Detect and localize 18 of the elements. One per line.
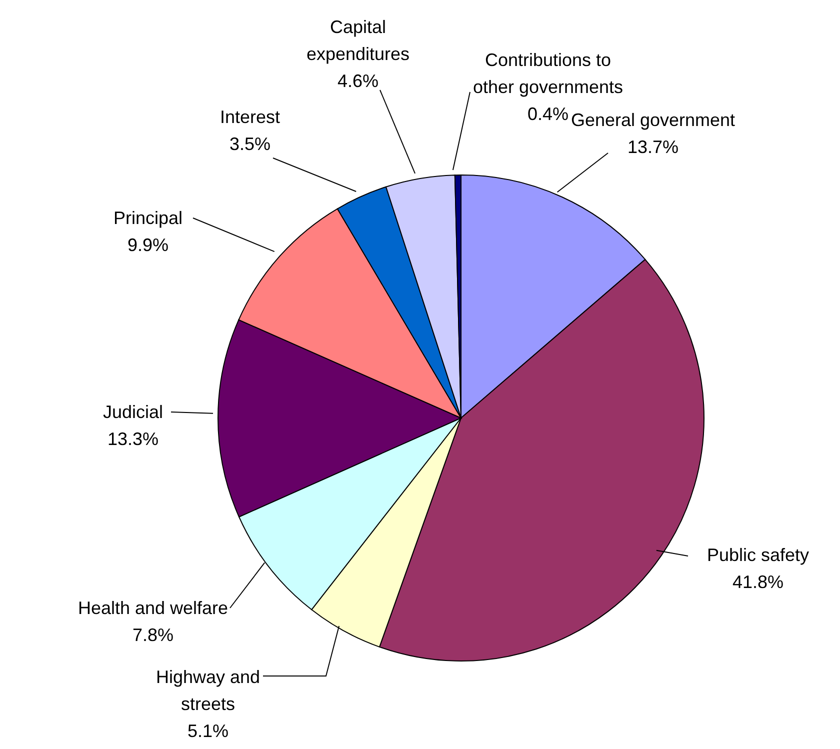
slice-label: Interest: [220, 107, 280, 127]
slice-label: Highway and streets: [156, 667, 260, 714]
slice-label: Contributions to other governments: [472, 50, 624, 97]
data-label: 13.3%: [107, 429, 159, 449]
slice-label: General government: [570, 110, 736, 130]
data-label: 3.5%: [229, 134, 271, 154]
slice-label: Principal: [113, 208, 183, 228]
data-label: 9.9%: [127, 235, 169, 255]
data-label: 0.4%: [527, 104, 569, 124]
slice-label: Health and welfare: [78, 598, 228, 618]
slice-label: Judicial: [102, 402, 164, 422]
data-label: 7.8%: [132, 625, 174, 645]
data-label: 41.8%: [732, 572, 784, 592]
data-label: 5.1%: [187, 721, 229, 741]
data-label: 4.6%: [337, 71, 379, 91]
slice-label: Capital expenditures: [306, 17, 410, 64]
slice-label: Public safety: [706, 545, 810, 565]
data-label: 13.7%: [627, 137, 679, 157]
